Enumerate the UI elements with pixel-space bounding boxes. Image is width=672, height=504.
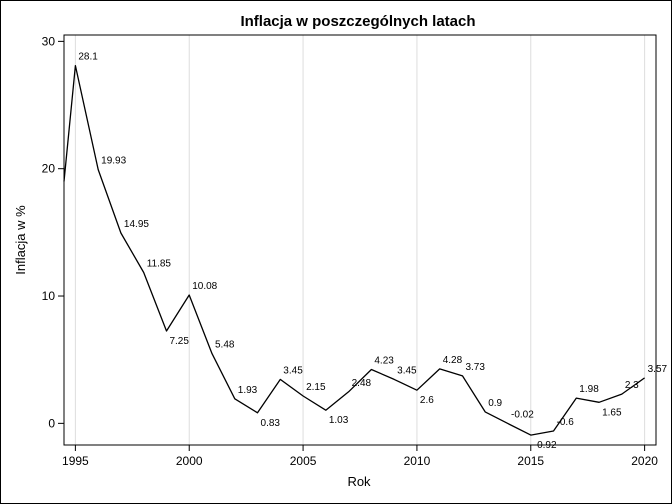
data-label-2018: 1.65 (602, 407, 622, 418)
data-label-2003: 0.83 (261, 418, 281, 429)
data-label-2015: -0.92 (534, 440, 557, 451)
grid-lines (74, 35, 646, 445)
data-label-2000: 10.08 (192, 281, 217, 292)
x-tick-label-2005: 2005 (290, 454, 317, 468)
data-label-2014: -0.02 (511, 410, 534, 421)
data-label-2002: 1.93 (238, 385, 258, 396)
data-label-2008: 4.23 (374, 355, 394, 366)
series-layer (63, 64, 645, 436)
x-tick-label-2010: 2010 (404, 454, 431, 468)
data-labels-layer: 28.1 19.93 14.95 11.85 7.25 10.08 5.48 1.93 0.83… (78, 52, 667, 452)
x-axis-ticks: 1995 2000 2005 2010 2015 2020 (62, 445, 658, 468)
data-label-2006: 1.03 (329, 415, 349, 426)
data-label-2007: 2.48 (352, 378, 372, 389)
data-label-2019: 2.3 (625, 380, 639, 391)
data-label-2011: 4.28 (443, 355, 463, 366)
data-label-2016: -0.6 (557, 417, 575, 428)
data-label-1997: 14.95 (124, 219, 149, 230)
x-tick-label-1995: 1995 (62, 454, 89, 468)
data-label-2001: 5.48 (215, 340, 235, 351)
x-tick-label-2020: 2020 (631, 454, 658, 468)
y-axis-label: Inflacja w % (13, 205, 28, 275)
data-label-2013: 0.9 (488, 398, 502, 409)
plot-area-border (63, 34, 657, 446)
x-tick-label-2000: 2000 (176, 454, 203, 468)
inflation-series-line (63, 64, 645, 436)
data-label-1996: 19.93 (101, 156, 126, 167)
data-label-2010: 2.6 (420, 395, 434, 406)
y-tick-label-0: 0 (48, 416, 55, 430)
data-label-2020: 3.57 (648, 364, 668, 375)
data-label-2017: 1.98 (579, 384, 599, 395)
y-tick-label-30: 30 (42, 34, 56, 48)
data-label-2005: 2.15 (306, 382, 326, 393)
data-label-1999: 7.25 (169, 336, 189, 347)
y-tick-label-20: 20 (42, 162, 56, 176)
data-label-2012: 3.73 (465, 362, 485, 373)
data-label-1995: 28.1 (78, 52, 98, 63)
data-label-2004: 3.45 (283, 365, 303, 376)
y-axis-ticks: 0 10 20 30 (42, 34, 64, 430)
y-tick-label-10: 10 (42, 289, 56, 303)
chart-title: Inflacja w poszczególnych latach (240, 13, 475, 30)
data-label-1998: 11.85 (147, 258, 172, 269)
x-tick-label-2015: 2015 (517, 454, 544, 468)
x-axis-label: Rok (347, 474, 371, 489)
data-label-2009: 3.45 (397, 365, 417, 376)
